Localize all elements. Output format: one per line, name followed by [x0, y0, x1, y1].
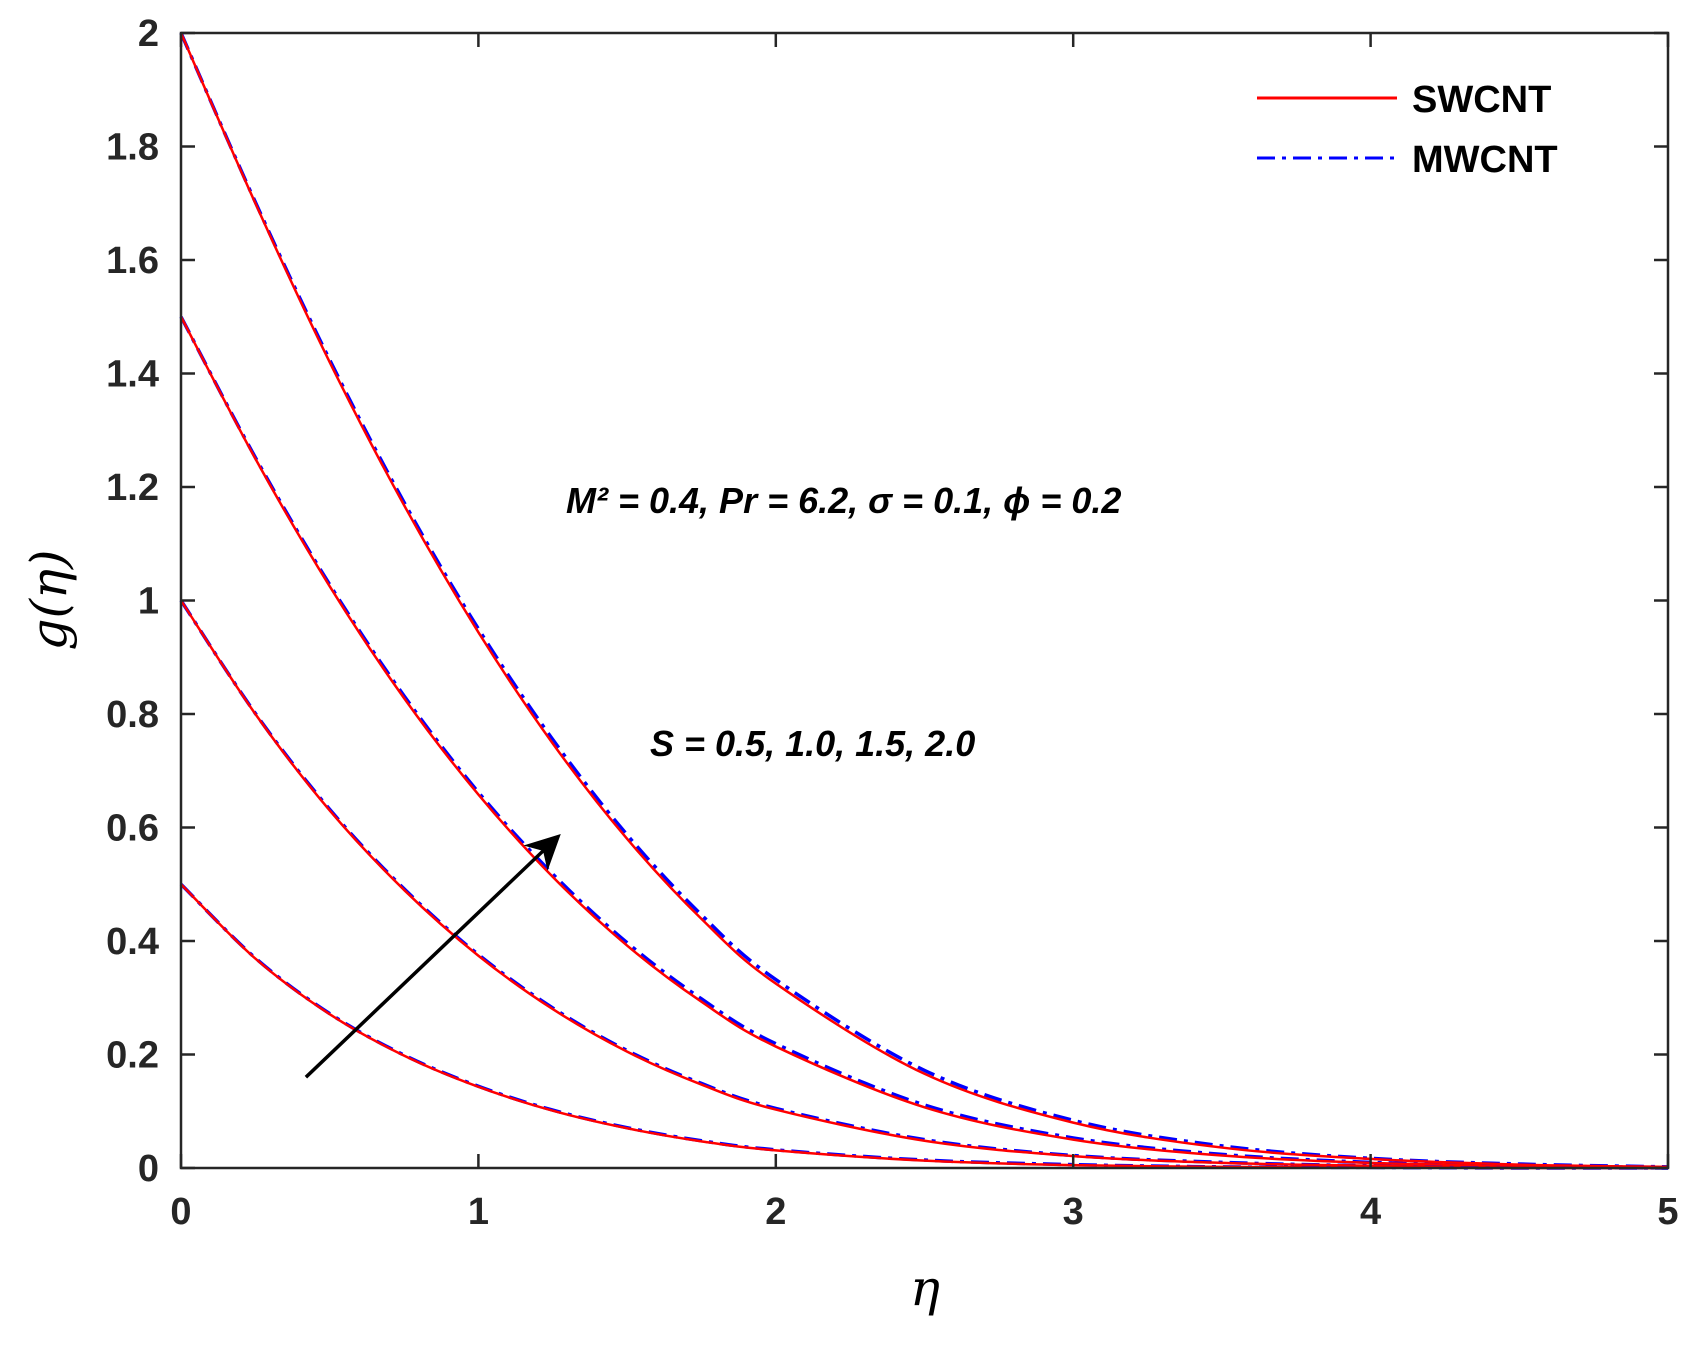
y-tick-label: 1: [138, 581, 159, 623]
x-tick-label: 5: [1657, 1191, 1678, 1233]
y-tick-label: 1.8: [106, 127, 159, 169]
s-values-annotation: S = 0.5, 1.0, 1.5, 2.0: [650, 723, 975, 764]
swcnt-curve-s1: [179, 599, 1669, 1170]
x-tick-label: 0: [170, 1191, 191, 1233]
x-tick-label: 2: [765, 1191, 786, 1233]
x-axis-label: η: [910, 1259, 940, 1317]
y-tick-label: 0.2: [106, 1035, 159, 1077]
swcnt-curve-s2: [179, 32, 1669, 1169]
legend: SWCNT MWCNT: [1257, 79, 1558, 181]
y-tick-label: 1.6: [106, 240, 159, 282]
x-tick-label: 1: [468, 1191, 489, 1233]
mwcnt-curve-s0.5: [179, 883, 1669, 1170]
y-axis-label: g(η): [20, 550, 78, 651]
y-tick-label: 1.4: [106, 354, 159, 396]
tick-labels: 0 1 2 3 4 5 0 0.2 0.4 0.6 0.8 1 1.2 1.4 1.6 1.8 2: [106, 13, 1678, 1233]
y-tick-label: 1.2: [106, 467, 159, 509]
x-tick-label: 4: [1360, 1191, 1381, 1233]
increasing-s-arrow: [304, 834, 561, 1079]
y-tick-label: 0.6: [106, 808, 159, 850]
swcnt-curve-s1.5: [179, 316, 1669, 1169]
plot-frame: [179, 31, 1670, 1170]
y-tick-label: 0.8: [106, 694, 159, 736]
y-tick-label: 2: [138, 13, 159, 55]
legend-label-mwcnt: MWCNT: [1412, 139, 1558, 181]
mwcnt-curve-s1: [179, 599, 1669, 1170]
y-tick-label: 0.4: [106, 921, 159, 963]
swcnt-curve-s0.5: [180, 883, 1669, 1170]
x-tick-label: 3: [1063, 1191, 1084, 1233]
y-tick-label: 0: [138, 1148, 159, 1190]
legend-label-swcnt: SWCNT: [1412, 79, 1551, 121]
parameter-annotation: M² = 0.4, Pr = 6.2, σ = 0.1, ϕ = 0.2: [566, 480, 1121, 521]
curves: [179, 32, 1669, 1170]
mwcnt-curve-s2: [179, 32, 1669, 1169]
axis-ticks: [179, 31, 1670, 1170]
